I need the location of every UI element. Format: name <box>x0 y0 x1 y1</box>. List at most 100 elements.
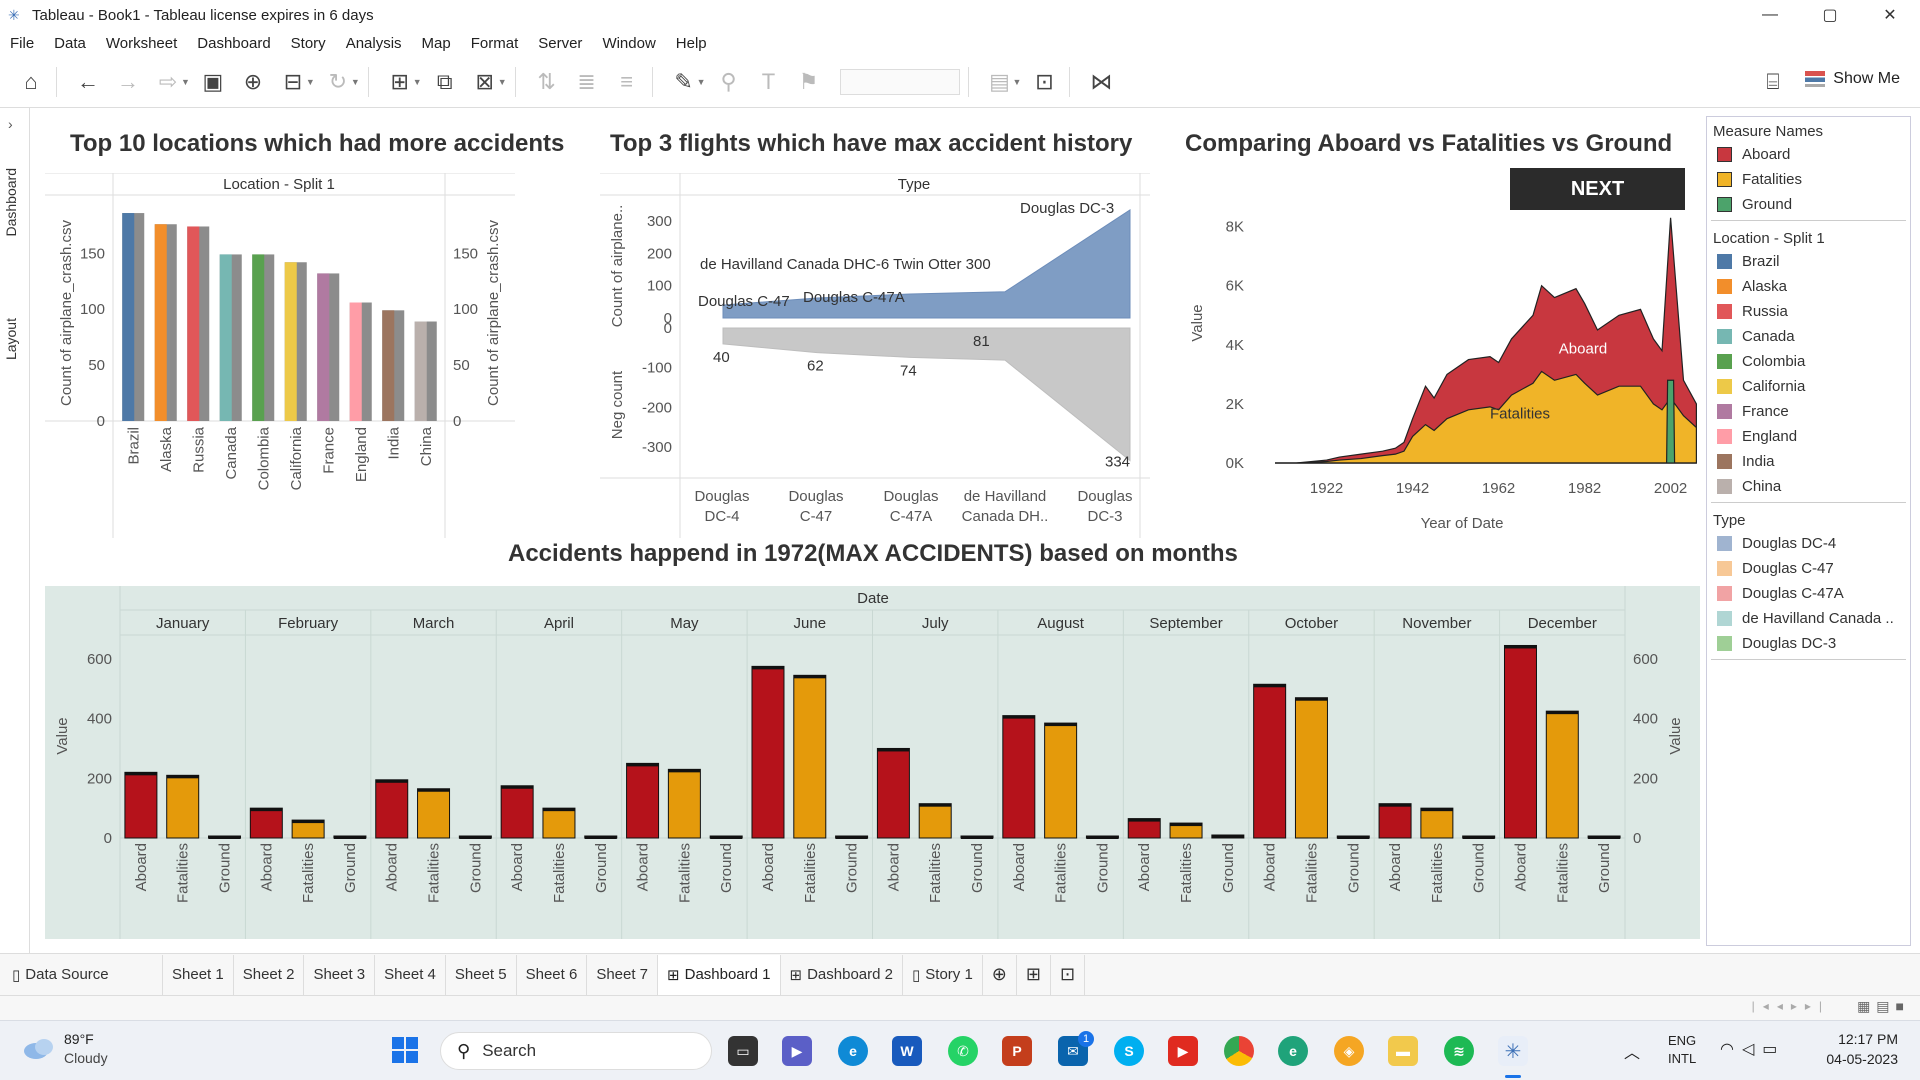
menu-data[interactable]: Data <box>54 34 86 52</box>
swap-icon[interactable]: ⇅ <box>537 68 556 94</box>
legend-item-canada[interactable]: Canada <box>1707 324 1910 349</box>
menu-analysis[interactable]: Analysis <box>345 34 402 52</box>
tab-sheet-2[interactable]: Sheet 2 <box>234 954 305 995</box>
tab-data-source[interactable]: ▯ Data Source <box>0 954 163 995</box>
clock-date[interactable]: 04-05-2023 <box>1826 1051 1898 1067</box>
legend-item-india[interactable]: India <box>1707 449 1910 474</box>
sort-asc-icon[interactable]: ≣ <box>577 68 596 94</box>
share-icon[interactable]: ⋈ <box>1090 68 1113 94</box>
powerpoint-icon[interactable]: P <box>1002 1036 1032 1066</box>
dashboard-side-tab[interactable]: Dashboard <box>3 168 19 237</box>
legend-item-england[interactable]: England <box>1707 424 1910 449</box>
legend-item-douglas-c47[interactable]: Douglas C-47 <box>1707 556 1910 581</box>
clear-dropdown-icon[interactable]: ▼ <box>497 76 507 87</box>
clear-sheet-icon[interactable]: ⊠ <box>475 68 494 94</box>
label-icon[interactable]: T <box>761 68 776 94</box>
new-datasource-icon[interactable]: ⊕ <box>243 68 263 94</box>
wifi-volume-battery-icons[interactable]: ◠◁▭ <box>1720 1041 1786 1058</box>
menu-window[interactable]: Window <box>602 34 656 52</box>
legend-item-colombia[interactable]: Colombia <box>1707 349 1910 374</box>
home-icon[interactable]: ⌂ <box>24 68 38 94</box>
lang-secondary[interactable]: INTL <box>1668 1051 1697 1066</box>
menu-worksheet[interactable]: Worksheet <box>105 34 178 52</box>
refresh-dropdown-icon[interactable]: ▼ <box>350 76 360 87</box>
legend-item-france[interactable]: France <box>1707 399 1910 424</box>
legend-item-china[interactable]: China <box>1707 474 1910 499</box>
menu-dashboard[interactable]: Dashboard <box>197 34 271 52</box>
minimize-button[interactable]: — <box>1762 6 1778 23</box>
maximize-button[interactable]: ▢ <box>1822 7 1838 24</box>
next-button[interactable]: NEXT <box>1510 168 1685 210</box>
tab-sheet-1[interactable]: Sheet 1 <box>163 954 234 995</box>
group-icon[interactable]: ⚲ <box>720 68 737 94</box>
replay-icon[interactable]: ⇨ <box>158 68 178 94</box>
brave-icon[interactable]: ◈ <box>1334 1036 1364 1066</box>
view-mode-icons[interactable]: ▦▤■ <box>1857 998 1910 1014</box>
highlight-dropdown-icon[interactable]: ▼ <box>696 76 706 87</box>
tab-sheet-5[interactable]: Sheet 5 <box>446 954 517 995</box>
edge-dev-icon[interactable]: e <box>1278 1036 1308 1066</box>
new-sheet-icon[interactable]: ⊞ <box>390 68 409 94</box>
legend-item-brazil[interactable]: Brazil <box>1707 249 1910 274</box>
edge-icon[interactable]: e <box>838 1036 868 1066</box>
media-player-icon[interactable]: ▶ <box>1168 1036 1198 1066</box>
menu-map[interactable]: Map <box>421 34 451 52</box>
highlight-icon[interactable]: ✎ <box>674 68 693 94</box>
skype-icon[interactable]: S <box>1114 1036 1144 1066</box>
word-icon[interactable]: W <box>892 1036 922 1066</box>
legend-item-douglas-c47a[interactable]: Douglas C-47A <box>1707 581 1910 606</box>
whatsapp-icon[interactable]: ✆ <box>948 1036 978 1066</box>
legend-item-russia[interactable]: Russia <box>1707 299 1910 324</box>
refresh-icon[interactable]: ↻ <box>328 68 348 94</box>
presentation-icon[interactable]: ⊡ <box>1035 68 1054 94</box>
sort-desc-icon[interactable]: ≡ <box>620 68 634 94</box>
menu-story[interactable]: Story <box>290 34 326 52</box>
save-icon[interactable]: ▣ <box>202 68 224 94</box>
new-worksheet-icon[interactable]: ⊕ <box>983 954 1017 995</box>
legend-item-alaska[interactable]: Alaska <box>1707 274 1910 299</box>
teams-icon[interactable]: ▶ <box>782 1036 812 1066</box>
tableau-taskbar-icon[interactable]: ✳ <box>1498 1036 1528 1066</box>
show-cards-icon[interactable]: ▤ <box>989 68 1010 94</box>
tab-sheet-7[interactable]: Sheet 7 <box>587 954 659 995</box>
tab-scroll-arrows-icon[interactable]: |◂◂▸▸| <box>1751 999 1830 1013</box>
legend-item-fatalities[interactable]: Fatalities <box>1707 167 1910 192</box>
cards-dropdown-icon[interactable]: ▼ <box>1012 76 1022 87</box>
replay-dropdown-icon[interactable]: ▼ <box>181 76 190 87</box>
menu-help[interactable]: Help <box>675 34 707 52</box>
legend-item-california[interactable]: California <box>1707 374 1910 399</box>
duplicate-sheet-icon[interactable]: ⧉ <box>436 68 453 94</box>
tab-story-1[interactable]: ▯ Story 1 <box>903 954 983 995</box>
menu-file[interactable]: File <box>10 34 35 52</box>
menu-server[interactable]: Server <box>538 34 583 52</box>
tab-sheet-6[interactable]: Sheet 6 <box>517 954 588 995</box>
tab-dashboard-2[interactable]: ⊞ Dashboard 2 <box>781 954 903 995</box>
undo-icon[interactable]: ← <box>77 68 99 94</box>
file-explorer-icon[interactable]: ▬ <box>1388 1036 1418 1066</box>
paint-format-icon[interactable]: ⌸ <box>1766 69 1780 94</box>
task-view-icon[interactable]: ▭ <box>728 1036 758 1066</box>
legend-item-ground[interactable]: Ground <box>1707 192 1910 217</box>
legend-item-aboard[interactable]: Aboard <box>1707 142 1910 167</box>
pause-dropdown-icon[interactable]: ▼ <box>305 76 315 87</box>
menu-format[interactable]: Format <box>470 34 519 52</box>
redo-icon[interactable]: → <box>117 68 139 94</box>
new-story-icon[interactable]: ⊡ <box>1051 954 1086 995</box>
tab-dashboard-1[interactable]: ⊞ Dashboard 1 <box>658 954 781 995</box>
show-hidden-icons-chevron-icon[interactable]: ︿ <box>1624 1045 1641 1062</box>
chrome-icon[interactable] <box>1224 1036 1254 1066</box>
legend-item-douglas-dc3[interactable]: Douglas DC-3 <box>1707 631 1910 656</box>
show-me-button[interactable]: Show Me <box>1805 70 1900 88</box>
taskbar-search-box[interactable]: ⚲ Search <box>440 1032 712 1070</box>
close-button[interactable]: ✕ <box>1883 7 1897 24</box>
tab-sheet-4[interactable]: Sheet 4 <box>375 954 446 995</box>
expand-chevron-icon[interactable]: › <box>8 116 13 132</box>
new-dashboard-icon[interactable]: ⊞ <box>1017 954 1051 995</box>
tab-sheet-3[interactable]: Sheet 3 <box>304 954 376 995</box>
new-sheet-dropdown-icon[interactable]: ▼ <box>412 76 422 87</box>
legend-item-dehavilland[interactable]: de Havilland Canada .. <box>1707 606 1910 631</box>
clock-time[interactable]: 12:17 PM <box>1838 1031 1898 1047</box>
legend-item-douglas-dc4[interactable]: Douglas DC-4 <box>1707 531 1910 556</box>
pause-update-icon[interactable]: ⊟ <box>283 68 303 94</box>
weather-temp[interactable]: 89°F <box>64 1031 94 1047</box>
